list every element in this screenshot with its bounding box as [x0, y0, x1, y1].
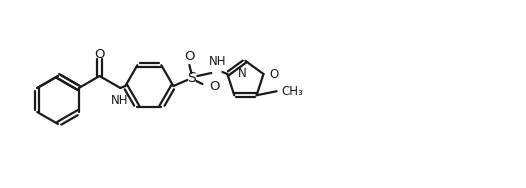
Text: O: O: [94, 48, 105, 61]
Text: O: O: [209, 80, 220, 92]
Text: NH: NH: [110, 94, 128, 107]
Text: O: O: [184, 51, 195, 64]
Text: O: O: [269, 67, 279, 80]
Text: N: N: [238, 67, 247, 80]
Text: S: S: [187, 71, 196, 85]
Text: CH₃: CH₃: [281, 85, 304, 98]
Text: NH: NH: [209, 55, 226, 68]
